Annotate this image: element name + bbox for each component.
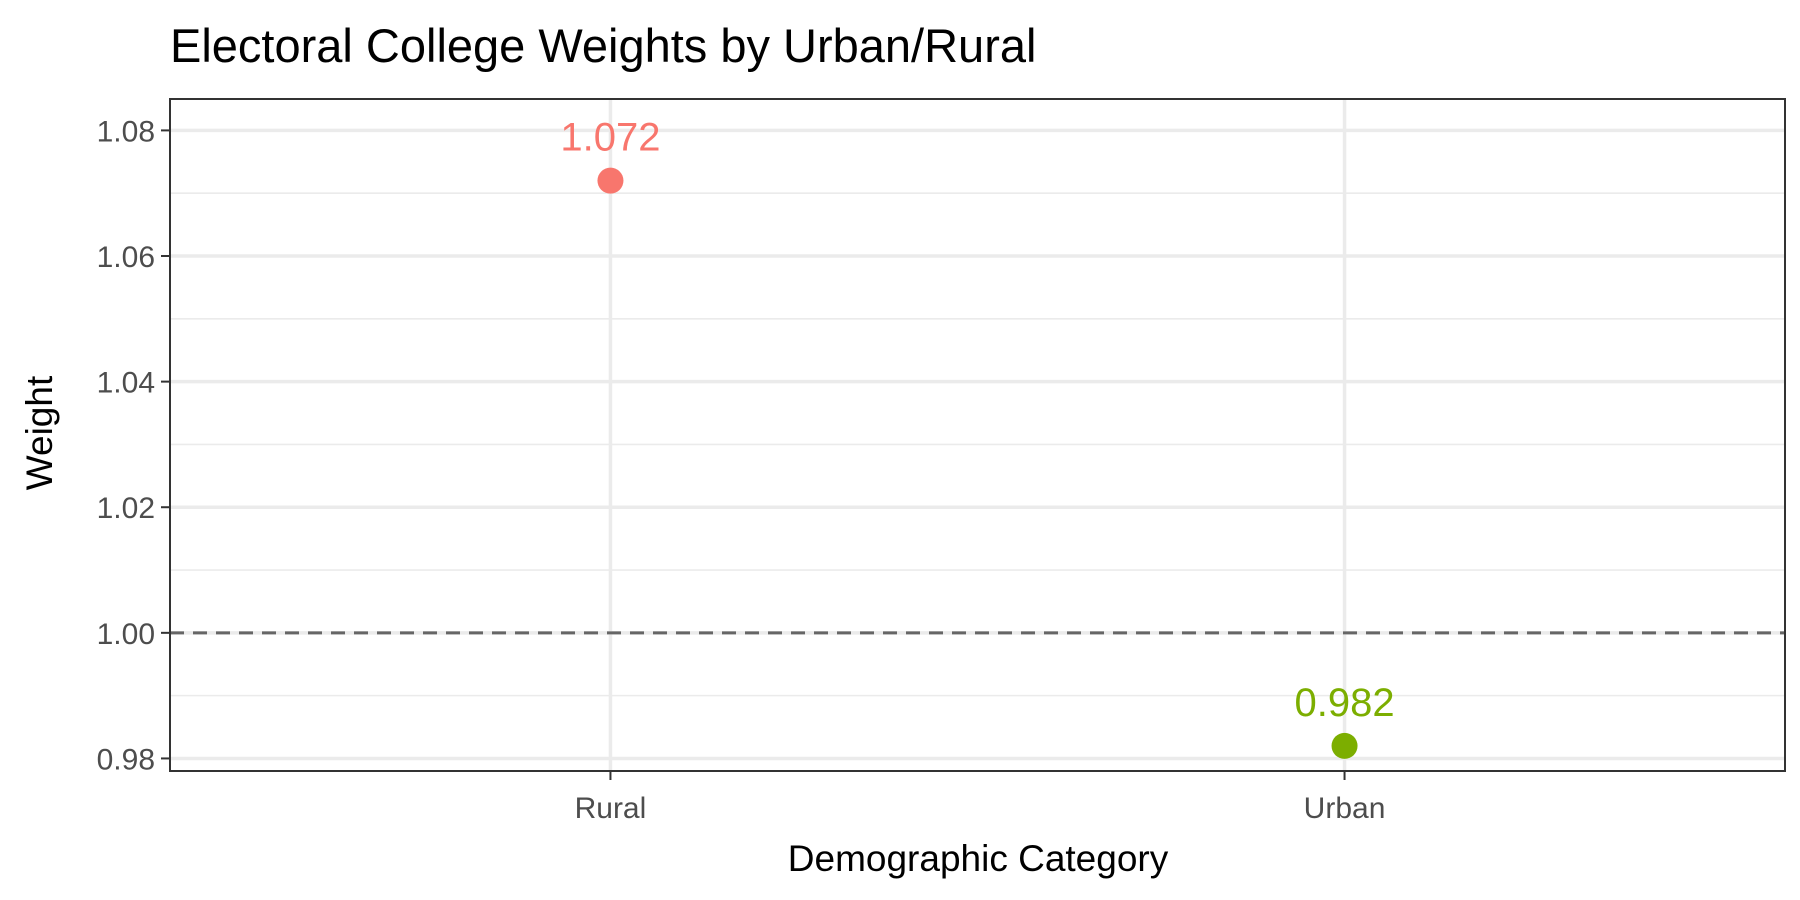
x-tick-label: Urban: [1304, 792, 1386, 825]
x-axis-title: Demographic Category: [788, 838, 1169, 879]
x-tick-label: Rural: [575, 792, 647, 825]
data-label: 0.982: [1294, 681, 1394, 725]
y-tick-label: 1.08: [97, 115, 155, 148]
y-tick-label: 0.98: [97, 743, 155, 776]
y-axis-title: Weight: [19, 375, 60, 490]
data-point: [1331, 732, 1358, 759]
y-tick-label: 1.04: [97, 367, 155, 400]
data-label: 1.072: [560, 116, 660, 160]
plot-background: [170, 99, 1785, 771]
chart-title: Electoral College Weights by Urban/Rural: [170, 19, 1036, 72]
data-point: [597, 167, 624, 194]
y-tick-label: 1.00: [97, 618, 155, 651]
plot-area: 0.98 1.00 1.02 1.04 1.06 1.08 Rural Urban 1.072 0…: [97, 98, 1786, 825]
y-tick-label: 1.06: [97, 241, 155, 274]
y-tick-label: 1.02: [97, 492, 155, 525]
plot-border: [169, 98, 1786, 772]
